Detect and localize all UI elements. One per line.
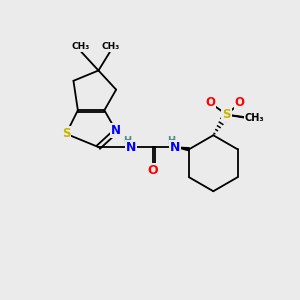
Text: CH₃: CH₃ — [72, 42, 90, 51]
Text: N: N — [111, 124, 121, 137]
Text: O: O — [235, 96, 245, 110]
Text: S: S — [222, 108, 231, 121]
Text: O: O — [206, 96, 215, 110]
Text: H: H — [167, 136, 175, 146]
Text: N: N — [126, 141, 136, 154]
Text: O: O — [148, 164, 158, 177]
Text: N: N — [170, 141, 180, 154]
Text: CH₃: CH₃ — [101, 42, 119, 51]
Text: CH₃: CH₃ — [245, 112, 264, 123]
Polygon shape — [175, 147, 189, 151]
Text: H: H — [123, 136, 131, 146]
Text: S: S — [62, 127, 70, 140]
